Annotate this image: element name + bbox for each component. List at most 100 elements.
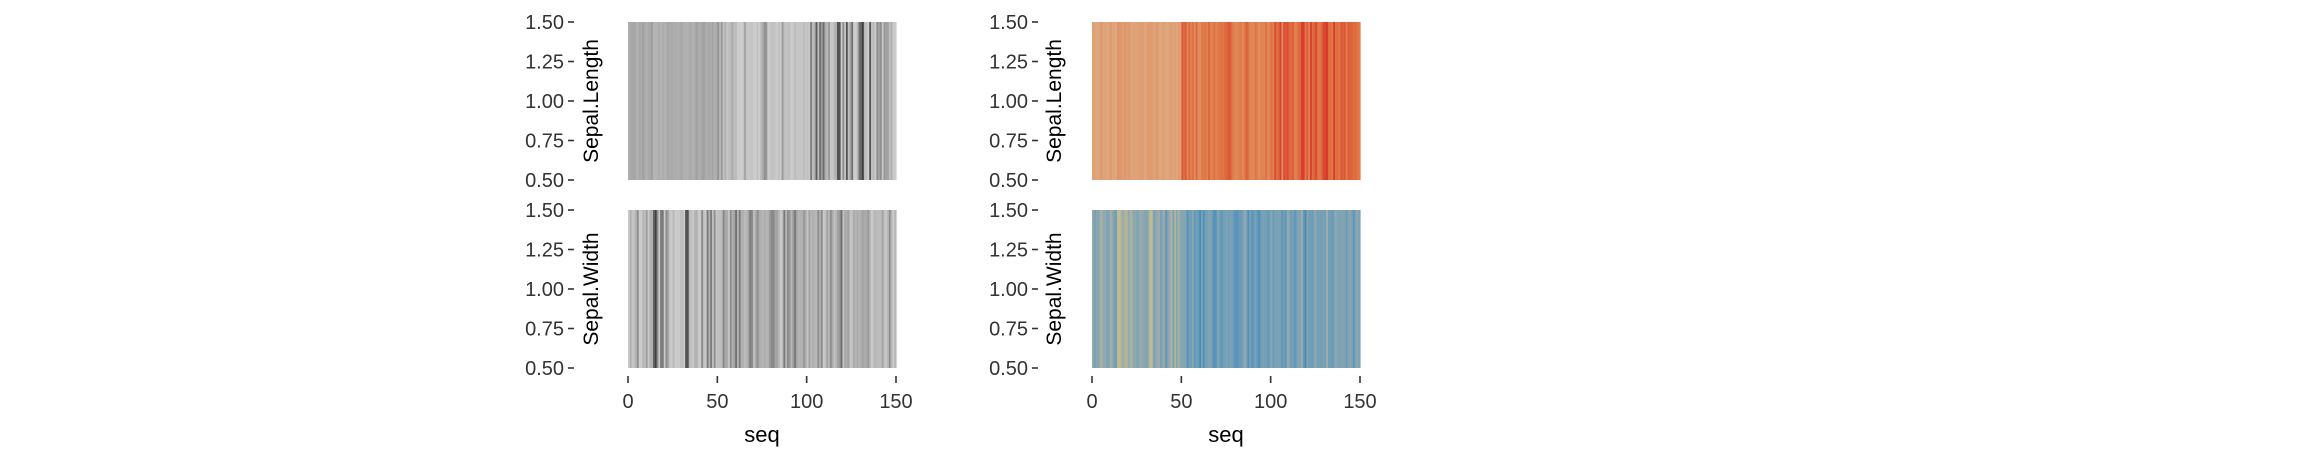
heatmap-tile [1211,22,1215,180]
heatmap-tile [1190,210,1193,368]
heatmap-tile [783,22,786,180]
heatmap-tile [667,210,670,368]
heatmap-tile [683,210,686,368]
heatmap-tile [794,22,797,180]
heatmap-tile [1218,210,1222,368]
heatmap-tile [1302,210,1306,368]
heatmap-tile [728,22,731,180]
heatmap-tile [742,210,745,368]
heatmap-tile [840,22,843,180]
heatmap-tile [1349,22,1352,180]
heatmap-tile [1268,210,1272,368]
x-tick-label: 150 [1343,391,1376,413]
y-tick-label: 1.00 [989,91,1028,113]
heatmap-tile [1197,210,1200,368]
heatmap-tile [754,22,758,180]
heatmap-tile [1172,210,1175,368]
heatmap-tile [679,210,683,368]
heatmap-tile [1209,210,1213,368]
heatmap-tile [1095,210,1098,368]
heatmap-tile [708,210,711,368]
heatmap-tile [808,22,811,180]
y-tick-label: 1.50 [525,12,564,34]
heatmap-tile [1340,210,1343,368]
heatmap-tile [1349,210,1352,368]
heatmap-tile [1276,22,1279,180]
heatmap-tile [763,22,767,180]
heatmap-tile [1322,210,1325,368]
heatmap-tile [822,22,826,180]
heatmap-tile [1242,210,1245,368]
heatmap-tile [1152,210,1156,368]
heatmap-tile [1190,22,1193,180]
heatmap-tile [849,22,852,180]
heatmap-tile [1270,22,1274,180]
heatmap-tile [1147,210,1150,368]
heatmap-tile [870,22,874,180]
heatmap-tile [837,22,840,180]
y-tick-label: 1.00 [525,279,564,301]
heatmap-tile [638,22,642,180]
heatmap-tile [892,210,895,368]
heatmap-tile [744,210,747,368]
heatmap-tile [838,22,842,180]
heatmap-tile [1215,22,1218,180]
heatmap-tile [803,210,806,368]
heatmap-tile [1233,210,1236,368]
heatmap-tile [1345,22,1349,180]
y-tick-label: 0.75 [989,319,1028,341]
heatmap-tile [1261,210,1265,368]
heatmap-tile [1102,22,1106,180]
heatmap-tile [679,22,683,180]
heatmap-tile [1263,22,1266,180]
heatmap-tile [708,22,711,180]
y-tick-label: 1.50 [989,200,1028,222]
heatmap-tile [770,22,774,180]
heatmap-tile [1279,22,1282,180]
heatmap-tile [826,210,829,368]
heatmap-tile [1215,210,1218,368]
heatmap-tile [1322,22,1325,180]
heatmap-tile [1136,210,1140,368]
heatmap-tile [1161,210,1165,368]
heatmap-tile [1113,210,1116,368]
heatmap-tile [815,210,818,368]
heatmap-tile [860,210,863,368]
heatmap-tile [1226,22,1229,180]
heatmap-tile [1247,210,1250,368]
heatmap-tile [774,210,777,368]
heatmap-tile [1338,22,1341,180]
heatmap-tile [1284,22,1288,180]
heatmap-tile [837,210,840,368]
heatmap-tile [635,22,638,180]
heatmap-tile [824,22,827,180]
facet-strip-label: Sepal.Width [580,232,603,345]
heatmap-tile [653,22,656,180]
x-tick-label: 0 [622,391,633,413]
heatmap-tile [731,210,735,368]
heatmap-tile [1222,22,1225,180]
heatmap-tile [1308,22,1311,180]
heatmap-tile [1243,22,1247,180]
heatmap-tile [1331,210,1334,368]
heatmap-tile [629,210,633,368]
heatmap-tile [674,210,677,368]
heatmap-tile [1252,210,1256,368]
heatmap-tile [1104,22,1107,180]
heatmap-tile [822,210,826,368]
heatmap-tile [745,210,749,368]
heatmap-tile [1297,210,1300,368]
heatmap-tile [858,210,861,368]
heatmap-tile [1142,210,1145,368]
heatmap-tile [1093,22,1097,180]
heatmap-tile [806,210,810,368]
heatmap-tile [1259,210,1263,368]
heatmap-tile [890,22,894,180]
heatmap-tile [870,210,874,368]
heatmap-tile [887,210,890,368]
heatmap-tile [1209,22,1213,180]
heatmap-tile [1358,210,1361,368]
heatmap-tile [1283,22,1286,180]
heatmap-tile [1334,22,1338,180]
heatmap-tile [697,210,701,368]
